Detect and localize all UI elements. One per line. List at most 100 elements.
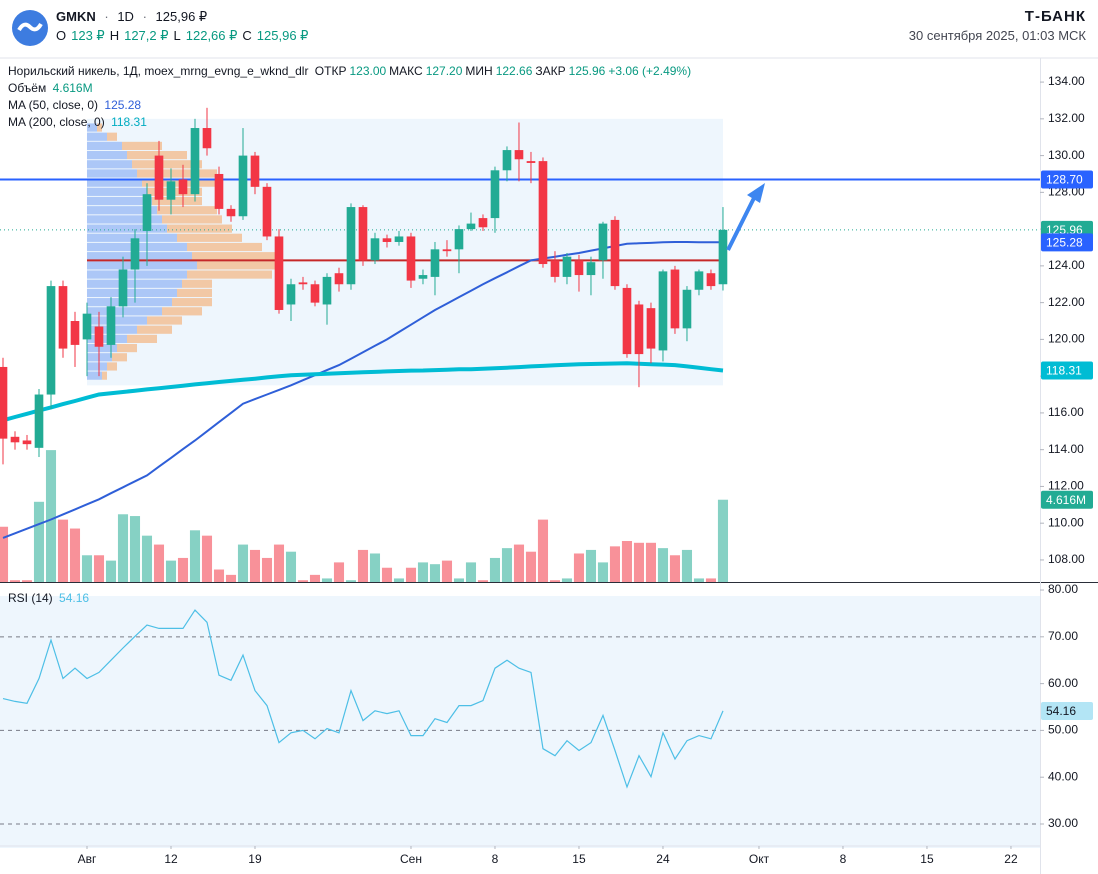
candle-body xyxy=(274,236,284,310)
candle-body xyxy=(106,306,116,345)
x-tick-label: 19 xyxy=(248,852,262,866)
volume-bar xyxy=(657,548,669,582)
volume-bar xyxy=(417,562,429,582)
legend-volume: Объём 4.616M xyxy=(8,81,96,95)
rsi-tick-label: 60.00 xyxy=(1048,676,1078,690)
symbol-bar: GMKN · 1D · 125,96 ₽ xyxy=(56,9,212,25)
candle-body xyxy=(346,207,356,285)
volume-bar xyxy=(477,580,489,582)
legend-volume-name: Объём xyxy=(8,81,47,95)
candle-body xyxy=(358,207,368,261)
candle-body xyxy=(298,282,308,285)
x-tick-label: 15 xyxy=(572,852,586,866)
legend-ma-name: MA (200, close, 0) xyxy=(8,115,105,129)
volume-bar xyxy=(669,555,681,582)
y-tick-label: 122.00 xyxy=(1048,295,1085,309)
price-badge-label: 125.28 xyxy=(1046,236,1083,250)
profile-down xyxy=(151,196,202,206)
ma-line xyxy=(2,361,724,423)
volume-bar xyxy=(273,544,285,582)
volume-bar xyxy=(213,569,225,582)
rsi-line xyxy=(2,609,724,789)
price-badge-label: 4.616M xyxy=(1046,493,1086,507)
candle-body xyxy=(286,284,296,305)
candle-body xyxy=(94,326,104,347)
candle-body xyxy=(154,155,164,200)
profile-up xyxy=(86,298,172,307)
candle-body xyxy=(550,260,560,277)
profile-down xyxy=(161,307,202,316)
candle-body xyxy=(622,287,632,355)
candle-body xyxy=(334,273,344,285)
profile-down xyxy=(136,325,172,334)
volume-bar xyxy=(453,578,465,582)
stat-value: 127.20 xyxy=(425,64,463,78)
volume-bar xyxy=(681,549,693,582)
volume-bar xyxy=(489,557,501,582)
profile-up xyxy=(86,371,102,380)
legend-ma200: MA (200, close, 0) 118.31 xyxy=(8,115,150,129)
y-tick-label: 114.00 xyxy=(1048,442,1084,456)
legend-ma-value: 125.28 xyxy=(104,98,142,112)
volume-bar xyxy=(321,578,333,582)
profile-up xyxy=(86,206,157,215)
volume-bar xyxy=(117,514,129,582)
volume-bar xyxy=(261,557,273,582)
price-badge-label: 128.70 xyxy=(1046,173,1083,187)
profile-up xyxy=(86,233,177,242)
candle-body xyxy=(718,229,728,285)
candle-body xyxy=(646,308,656,349)
volume-bar xyxy=(525,551,537,582)
volume-bar xyxy=(69,528,81,582)
volume-bar xyxy=(381,567,393,582)
candle-body xyxy=(442,249,452,252)
volume-bar xyxy=(225,574,237,582)
profile-up xyxy=(86,151,127,160)
candle-body xyxy=(118,269,128,307)
volume-bar xyxy=(129,516,141,582)
volume-bar xyxy=(549,580,561,582)
profile-up xyxy=(86,307,162,316)
volume-bar xyxy=(597,562,609,582)
candle-body xyxy=(610,219,620,287)
volume-bar xyxy=(249,549,261,582)
stat-value: 123.00 xyxy=(349,64,387,78)
candle-body xyxy=(466,223,476,230)
candle-body xyxy=(166,181,176,200)
ohlc-value: 122,66 ₽ xyxy=(185,28,238,43)
profile-down xyxy=(111,353,127,362)
candle-body xyxy=(598,223,608,261)
candle-body xyxy=(250,155,260,187)
volume-bar xyxy=(441,560,453,582)
y-tick-label: 130.00 xyxy=(1048,148,1085,162)
ohlc-key: H xyxy=(109,28,120,43)
candle-body xyxy=(142,194,152,231)
profile-up xyxy=(86,316,147,325)
candle-body xyxy=(682,289,692,329)
volume-bar xyxy=(57,519,69,582)
volume-bar xyxy=(45,450,57,582)
profile-up xyxy=(86,362,107,371)
legend-rsi-value: 54.16 xyxy=(59,591,90,605)
profile-down xyxy=(181,279,212,288)
candle-body xyxy=(46,286,56,395)
candle-body xyxy=(82,313,92,340)
volume-bar xyxy=(621,541,633,582)
price-badge xyxy=(1041,490,1093,509)
symbol: GMKN xyxy=(56,9,96,24)
candle-body xyxy=(262,186,272,237)
ohlc-key: C xyxy=(242,28,252,43)
ohlc-bar: O 123 ₽ H 127,2 ₽ L 122,66 ₽ C 125,96 ₽ xyxy=(56,28,313,44)
x-tick-label: 24 xyxy=(656,852,670,866)
rsi-tick-label: 40.00 xyxy=(1048,769,1078,783)
volume-bar xyxy=(585,549,597,582)
candle-body xyxy=(514,150,524,160)
candle-body xyxy=(130,238,140,270)
candle-body xyxy=(370,238,380,261)
stat-value: 125.96 xyxy=(568,64,606,78)
profile-down xyxy=(186,242,262,252)
candle-body xyxy=(634,304,644,355)
legend-main: Норильский никель, 1Д, moex_mrng_evng_e_… xyxy=(8,64,694,78)
profile-up xyxy=(86,252,192,261)
volume-bar xyxy=(0,526,9,582)
